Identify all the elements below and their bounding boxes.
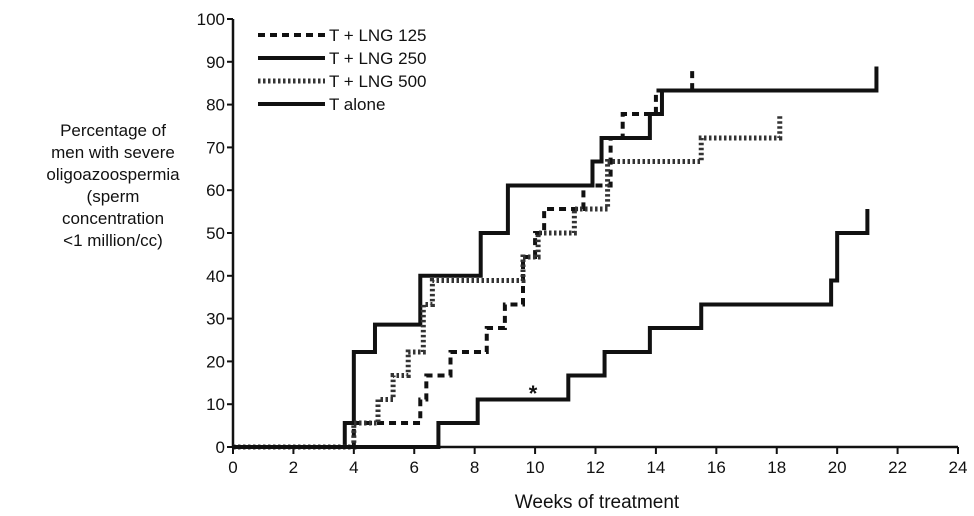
y-tick-label: 70 (206, 138, 225, 157)
y-tick-label: 80 (206, 96, 225, 115)
series-line-3 (233, 114, 783, 450)
legend-label: T alone (329, 95, 385, 114)
x-tick-label: 0 (228, 458, 237, 477)
x-tick-label: 4 (349, 458, 358, 477)
x-tick-label: 12 (586, 458, 605, 477)
y-tick-label: 100 (197, 10, 225, 29)
y-axis-label-line: concentration (61, 209, 165, 228)
x-tick-label: 14 (646, 458, 665, 477)
y-tick-label: 0 (216, 438, 225, 457)
y-tick-label: 40 (206, 267, 225, 286)
x-tick-label: 16 (707, 458, 726, 477)
series-line-2 (233, 66, 879, 449)
series-group (233, 66, 879, 450)
x-tick-label: 22 (888, 458, 907, 477)
legend-label: T + LNG 500 (329, 72, 427, 91)
series-line-4 (233, 209, 870, 449)
x-tick-label: 2 (289, 458, 298, 477)
y-tick-label: 60 (206, 181, 225, 200)
y-tick-label: 30 (206, 310, 225, 329)
x-axis-label: Weeks of treatment (515, 492, 680, 513)
y-axis-label: Percentage of men with severe oligoazoos… (8, 120, 218, 252)
y-tick-label: 10 (206, 395, 225, 414)
y-tick-label: 50 (206, 224, 225, 243)
legend-label: T + LNG 250 (329, 49, 427, 68)
x-tick-label: 10 (526, 458, 545, 477)
legend-label: T + LNG 125 (329, 26, 427, 45)
legend: T + LNG 125 T + LNG 250 T + LNG 500 T alone (258, 26, 427, 114)
y-axis-label-line: men with severe (51, 143, 175, 162)
series-line-1 (233, 66, 695, 449)
significance-annotation: * (529, 381, 538, 406)
x-tick-label: 24 (949, 458, 968, 477)
x-tick-label: 8 (470, 458, 479, 477)
y-axis-label-line: (sperm (86, 187, 140, 206)
x-tick-label: 18 (767, 458, 786, 477)
y-axis-label-line: <1 million/cc) (63, 231, 163, 250)
y-tick-label: 90 (206, 53, 225, 72)
y-axis-label-line: oligoazoospermia (46, 165, 180, 184)
y-tick-label: 20 (206, 352, 225, 371)
x-tick-label: 20 (828, 458, 847, 477)
y-axis-label-line: Percentage of (60, 121, 166, 140)
x-tick-label: 6 (410, 458, 419, 477)
